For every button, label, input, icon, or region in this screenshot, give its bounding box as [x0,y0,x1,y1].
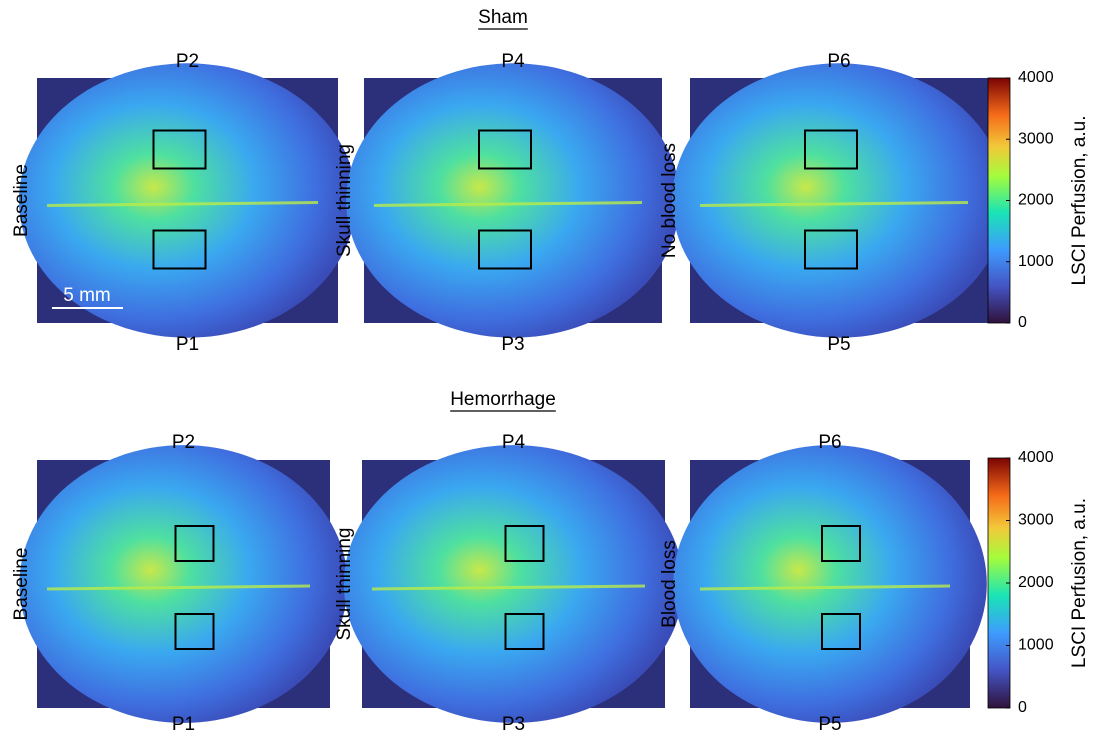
condition-label: Blood loss [659,540,680,628]
colorbar-tick-label: 2000 [1018,192,1054,209]
panel-top-label: P6 [827,51,850,72]
colorbar-label: LSCI Perfusion, a.u. [1069,498,1090,668]
panel-bottom-label: P1 [172,714,195,735]
panel-bottom-label: P1 [176,334,199,355]
colorbar-tick-label: 4000 [1018,69,1054,86]
panel-top-label: P6 [818,432,841,453]
panel-bottom-label: P3 [502,714,525,735]
colorbar-tick-label: 3000 [1018,512,1054,529]
colorbar-tick-label: 3000 [1018,130,1054,147]
panel-bottom-label: P5 [827,334,850,355]
condition-label: Skull thinning [334,144,355,257]
colorbar-tick-label: 0 [1018,699,1027,716]
condition-label: Baseline [11,548,32,621]
panel-bottom-label: P3 [501,334,524,355]
perfusion-image [344,445,683,723]
section-title: Sham [478,7,528,28]
condition-label: Baseline [11,164,32,237]
perfusion-image [19,445,347,723]
panel-bottom-label: P5 [818,714,841,735]
colorbar-tick-label: 2000 [1018,574,1054,591]
condition-label: No blood loss [659,143,680,258]
perfusion-image [673,445,987,723]
scale-bar-label: 5 mm [63,285,111,306]
colorbar-tick-label: 4000 [1018,449,1054,466]
condition-label: Skull thinning [334,527,355,640]
section-title: Hemorrhage [450,389,556,410]
perfusion-image [672,63,1006,337]
colorbar-tick-label: 0 [1018,314,1027,331]
panel-top-label: P4 [501,51,525,72]
colorbar-label: LSCI Perfusion, a.u. [1069,115,1090,285]
colorbar-tick-label: 1000 [1018,253,1054,270]
colorbar-tick-label: 1000 [1018,637,1054,654]
panel-top-label: P2 [172,432,195,453]
panel-top-label: P2 [176,51,199,72]
figure: Sham P2 P1 Baseline P4 P3 Skull thinning P6 P5 No… [0,0,1095,739]
perfusion-image [346,63,680,337]
panel-top-label: P4 [502,432,526,453]
